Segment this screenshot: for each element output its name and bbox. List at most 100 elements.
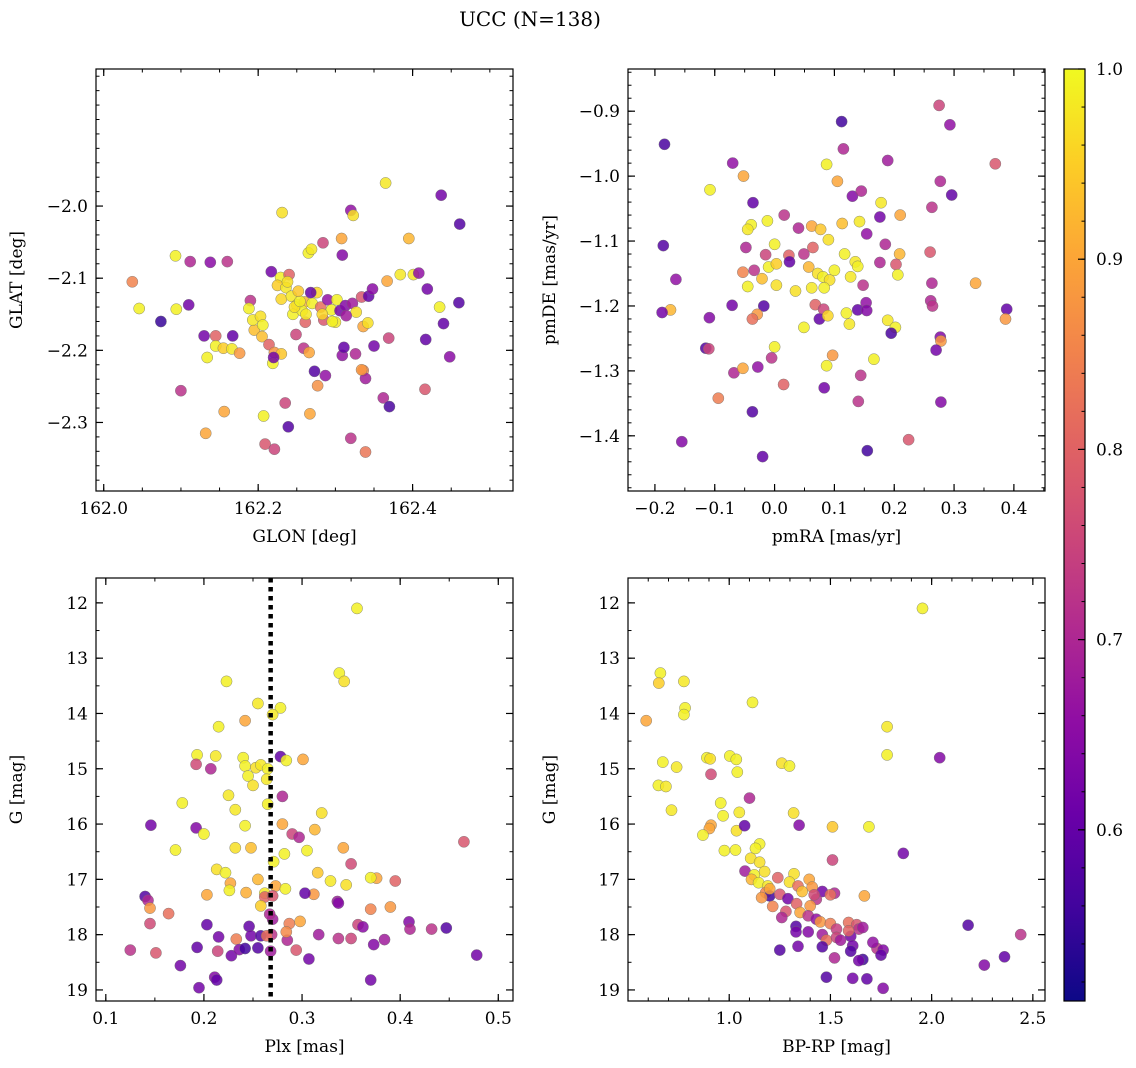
scatter-point	[741, 223, 754, 236]
scatter-point	[875, 196, 887, 209]
scatter-point	[191, 941, 203, 954]
scatter-point	[945, 189, 958, 201]
scatter-point	[355, 363, 368, 376]
scatter-point	[300, 308, 312, 321]
scatter-point	[747, 196, 759, 209]
scatter-point	[340, 309, 353, 322]
scatter-point	[807, 241, 819, 254]
scatter-point	[201, 889, 213, 901]
scatter-point	[861, 973, 873, 985]
scatter-point	[853, 954, 865, 967]
scatter-point	[229, 803, 242, 816]
scatter-point	[740, 241, 752, 254]
scatter-point	[317, 236, 329, 249]
scatter-point	[858, 890, 871, 902]
scatter-point	[746, 405, 759, 418]
scatter-point	[820, 359, 833, 372]
scatter-point	[867, 936, 879, 949]
scatter-point	[854, 369, 867, 382]
scatter-point	[818, 381, 831, 394]
scatter-point	[425, 923, 438, 935]
scatter-point	[304, 286, 317, 299]
scatter-point	[846, 972, 859, 985]
scatter-point	[221, 255, 234, 268]
scatter-point	[828, 264, 841, 277]
scatter-point	[777, 378, 790, 391]
scatter-point	[453, 296, 465, 309]
x-axis-label: BP-RP [mag]	[782, 1037, 891, 1057]
scatter-point	[1000, 303, 1013, 316]
scatter-point	[805, 281, 818, 294]
scatter-point	[851, 260, 864, 273]
x-tick-label: 0.1	[92, 1009, 119, 1029]
scatter-point	[368, 340, 380, 352]
scatter-point	[259, 438, 271, 450]
scatter-point	[359, 446, 372, 458]
scatter-point	[717, 810, 729, 822]
scatter-point	[776, 911, 788, 924]
scatter-point	[294, 295, 306, 308]
scatter-point	[389, 875, 402, 887]
scatter-point	[276, 790, 289, 803]
x-tick-label: −0.2	[634, 499, 675, 519]
scatter-point	[361, 317, 374, 329]
scatter-point	[382, 332, 395, 344]
scatter-point	[252, 697, 264, 710]
scatter-point	[308, 365, 321, 378]
scatter-point	[332, 932, 345, 945]
scatter-point	[404, 923, 416, 935]
scatter-point	[822, 233, 835, 246]
x-tick-label: 0.1	[821, 499, 848, 519]
scatter-point	[874, 211, 886, 223]
y-tick-label: 12	[598, 594, 620, 614]
scatter-point	[770, 279, 783, 292]
scatter-point	[704, 183, 716, 196]
y-tick-label: 14	[598, 704, 620, 724]
scatter-point	[831, 175, 844, 188]
scatter-point	[926, 277, 938, 290]
scatter-point	[184, 255, 196, 268]
scatter-point	[175, 384, 187, 397]
scatter-point	[222, 789, 235, 802]
scatter-point	[254, 900, 267, 912]
scatter-point	[458, 836, 470, 848]
scatter-point	[881, 749, 893, 761]
scatter-point	[239, 942, 251, 955]
scatter-point	[225, 949, 238, 962]
scatter-point	[290, 328, 302, 341]
y-tick-label: −0.9	[579, 102, 620, 122]
y-tick-label: −2.3	[47, 413, 88, 433]
colorbar-tick-label: 0.6	[1096, 821, 1123, 841]
scatter-point	[703, 342, 715, 355]
scatter-point	[897, 847, 910, 860]
y-tick-label: 17	[66, 870, 88, 890]
scatter-point	[860, 228, 873, 240]
y-tick-label: −1.1	[579, 232, 620, 252]
y-tick-label: 17	[598, 870, 620, 890]
y-tick-label: 13	[598, 649, 620, 669]
scatter-point	[656, 306, 668, 319]
colorbar: 0.6 0.7 0.8 0.9 1.0	[1063, 60, 1123, 1002]
scatter-point	[276, 818, 289, 830]
scatter-point	[239, 714, 251, 727]
scatter-point	[783, 760, 796, 772]
scatter-point	[868, 353, 880, 366]
scatter-point	[433, 301, 446, 313]
y-tick-label: −1.3	[579, 362, 620, 382]
scatter-point	[665, 804, 678, 817]
points-group	[126, 177, 466, 458]
scatter-point	[753, 856, 766, 869]
scatter-point	[280, 926, 293, 938]
scatter-point	[332, 897, 345, 909]
y-axis-label: G [mag]	[540, 755, 560, 824]
scatter-point	[772, 871, 784, 884]
scatter-point	[145, 819, 157, 832]
scatter-point	[998, 951, 1011, 963]
scatter-point	[412, 267, 425, 279]
colorbar-tick-label: 1.0	[1096, 60, 1123, 80]
scatter-point	[930, 344, 942, 356]
scatter-point	[826, 821, 839, 833]
scatter-point	[419, 383, 431, 396]
y-tick-label: 18	[598, 926, 620, 946]
